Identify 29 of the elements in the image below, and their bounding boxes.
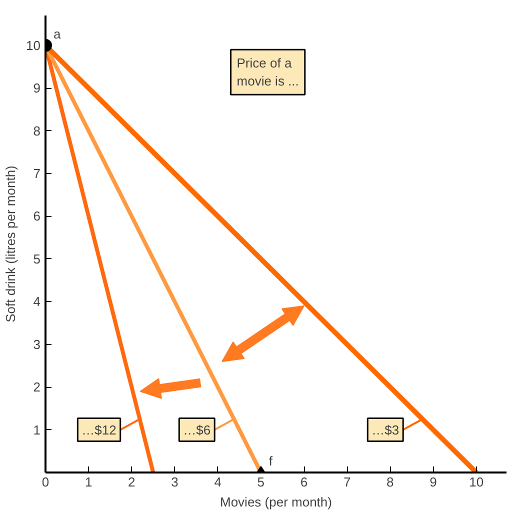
annotation: Price of a movie is ...	[236, 56, 299, 89]
x-axis-title: Movies (per month)	[220, 494, 332, 510]
y-tick-label: 7	[33, 166, 41, 182]
x-tick-label: 7	[343, 474, 351, 490]
y-tick-label: 10	[26, 38, 41, 53]
y-axis-title: Soft drink (litres per month)	[3, 166, 18, 322]
x-tick-label: 2	[128, 474, 136, 490]
x-tick-label: 0	[42, 474, 50, 490]
x-tick-label: 1	[84, 474, 92, 490]
y-tick-label: 5	[33, 251, 41, 266]
legend-label: …$3	[372, 422, 400, 438]
x-tick-label: 4	[214, 474, 222, 490]
series-label: f	[268, 454, 273, 468]
x-tick-label: 6	[300, 474, 308, 490]
y-tick-label: 6	[33, 208, 41, 224]
y-tick-label: 2	[33, 380, 41, 395]
y-tick-label: 4	[33, 294, 41, 310]
x-tick-label: 9	[430, 474, 437, 490]
legend-label: …$6	[183, 422, 211, 438]
x-tick-label: 10	[469, 474, 484, 490]
x-tick-label: 8	[386, 474, 394, 490]
y-tick-label: 8	[33, 123, 41, 138]
y-tick-label: 9	[33, 80, 41, 96]
x-tick-label: 5	[257, 474, 265, 490]
y-tick-label: 1	[33, 422, 41, 438]
x-tick-label: 3	[171, 474, 178, 490]
y-tick-label: 3	[33, 336, 41, 352]
legend-label: …$12	[82, 422, 116, 438]
series-label: a	[54, 26, 62, 42]
